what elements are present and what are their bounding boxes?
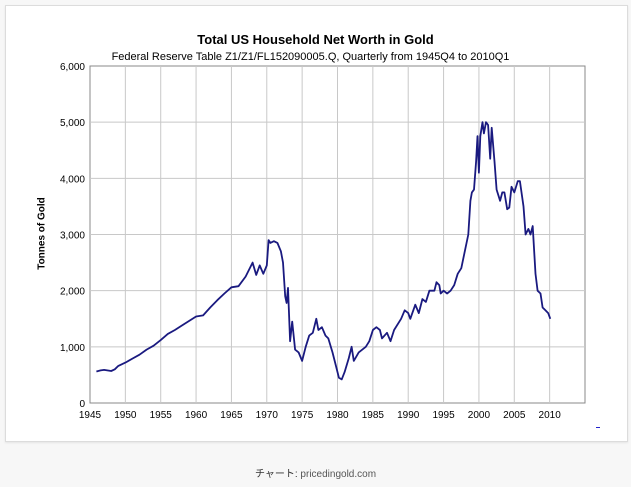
x-tick-label: 1945	[79, 410, 102, 421]
source-link[interactable]: pricedingold.com	[300, 469, 377, 480]
x-tick-label: 1970	[256, 410, 279, 421]
y-tick-label: 4,000	[60, 174, 85, 185]
x-tick-label: 1990	[397, 410, 420, 421]
x-tick-label: 2000	[468, 410, 491, 421]
chart-footer: チャート: pricedingold.com	[0, 465, 631, 480]
y-tick-label: 3,000	[60, 231, 85, 242]
x-tick-label: 1950	[114, 410, 137, 421]
x-tick-label: 1975	[291, 410, 314, 421]
x-tick-label: 2005	[503, 410, 526, 421]
y-tick-label: 5,000	[60, 118, 85, 129]
chart-title: Total US Household Net Worth in Gold	[197, 32, 434, 47]
footer-label: チャート:	[254, 469, 298, 480]
x-tick-label: 2010	[539, 410, 562, 421]
series-line	[96, 121, 552, 381]
y-tick-label: 6,000	[60, 62, 85, 73]
x-tick-label: 1955	[150, 410, 173, 421]
chart-subtitle: Federal Reserve Table Z1/Z1/FL152090005.…	[111, 51, 510, 63]
blue-dash-mark	[596, 427, 600, 428]
x-tick-label: 1985	[362, 410, 385, 421]
x-tick-label: 1980	[326, 410, 349, 421]
y-tick-label: 1,000	[60, 343, 85, 354]
y-tick-label: 0	[79, 399, 85, 410]
x-tick-label: 1960	[185, 410, 208, 421]
y-tick-label: 2,000	[60, 287, 85, 298]
x-tick-label: 1965	[220, 410, 243, 421]
x-tick-label: 1995	[432, 410, 455, 421]
